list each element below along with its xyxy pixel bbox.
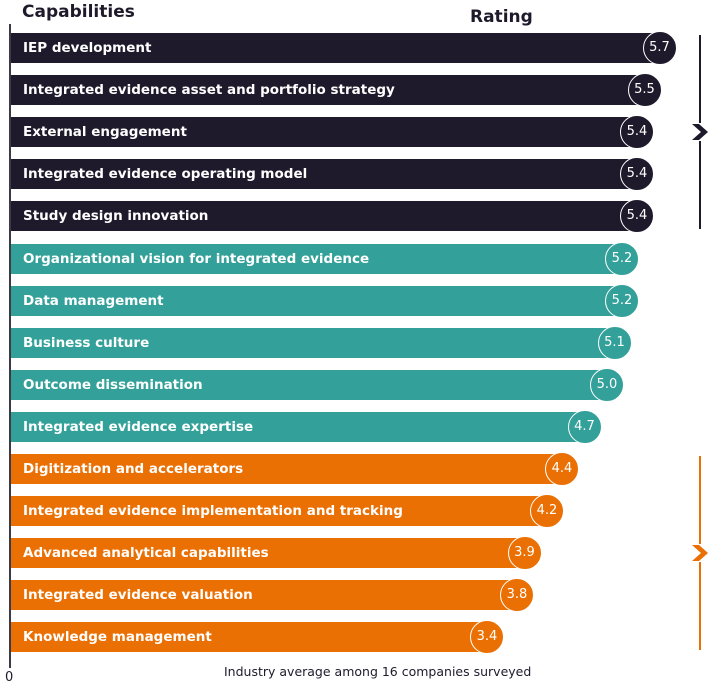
bar: External engagement (11, 117, 637, 148)
bar-category-label: Data management (23, 292, 164, 309)
chart-footnote: Industry average among 16 companies surv… (224, 664, 532, 679)
bar: Integrated evidence asset and portfolio … (11, 75, 645, 106)
bar: Outcome dissemination (11, 369, 607, 400)
bar-category-label: External engagement (23, 124, 187, 141)
bar-category-label: Integrated evidence valuation (23, 587, 253, 604)
bar: Organizational vision for integrated evi… (11, 243, 622, 274)
y-axis-line (9, 24, 11, 668)
bar: Knowledge management (11, 622, 487, 653)
bar: Data management (11, 285, 622, 316)
bar-category-label: Advanced analytical capabilities (23, 545, 269, 562)
chart-title-rating: Rating (470, 7, 533, 27)
bar: Integrated evidence operating model (11, 159, 637, 190)
bar-category-label: Study design innovation (23, 208, 209, 225)
bar: Business culture (11, 327, 615, 358)
bar: Digitization and accelerators (11, 454, 562, 484)
bar-category-label: Integrated evidence asset and portfolio … (23, 82, 395, 99)
bar-category-label: Integrated evidence implementation and t… (23, 503, 403, 520)
value-label: 5.0 (590, 367, 624, 402)
value-label: 3.8 (500, 578, 534, 613)
value-label: 5.2 (605, 283, 639, 318)
bar-category-label: Integrated evidence expertise (23, 418, 254, 435)
value-label: 5.2 (605, 241, 639, 276)
bar: Integrated evidence valuation (11, 580, 517, 611)
bar-category-label: Knowledge management (23, 629, 212, 646)
value-label: 3.4 (470, 620, 504, 655)
bar: Integrated evidence implementation and t… (11, 496, 547, 527)
chart-title-capabilities: Capabilities (22, 2, 135, 22)
value-label: 5.4 (620, 115, 654, 150)
bar-category-label: IEP development (23, 40, 152, 56)
value-label: 4.7 (567, 409, 602, 444)
value-label: 5.4 (620, 199, 654, 234)
bar-category-label: Organizational vision for integrated evi… (23, 250, 370, 267)
chevron-right-icon (692, 544, 708, 563)
value-label: 5.1 (597, 325, 632, 360)
bar: Integrated evidence expertise (11, 411, 585, 442)
bar-category-label: Digitization and accelerators (23, 461, 244, 477)
bar: Advanced analytical capabilities (11, 538, 525, 569)
value-label: 3.9 (507, 536, 542, 571)
x-tick-label-zero: 0 (5, 670, 14, 685)
value-label: 4.2 (530, 494, 564, 529)
bar: IEP development (11, 33, 660, 63)
bar: Study design innovation (11, 201, 637, 232)
chevron-right-icon (692, 123, 708, 142)
value-label: 5.7 (642, 31, 677, 65)
value-label: 5.4 (620, 157, 654, 192)
value-label: 4.4 (545, 452, 579, 486)
bar-category-label: Outcome dissemination (23, 376, 203, 393)
value-label: 5.5 (627, 73, 662, 108)
bar-category-label: Integrated evidence operating model (23, 166, 308, 183)
bar-category-label: Business culture (23, 334, 150, 351)
